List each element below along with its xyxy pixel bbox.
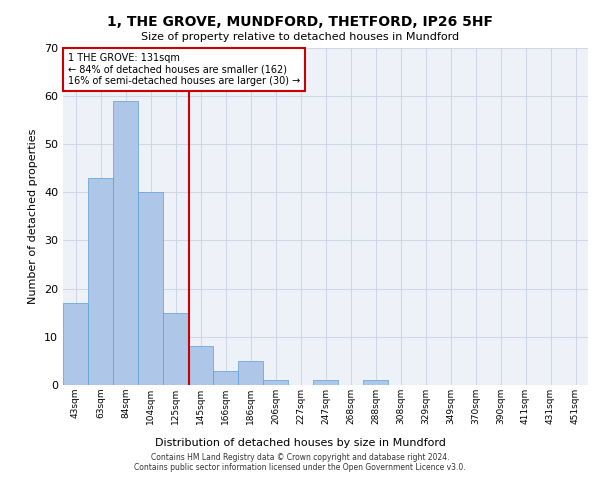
Bar <box>238 361 263 385</box>
Text: Size of property relative to detached houses in Mundford: Size of property relative to detached ho… <box>141 32 459 42</box>
Text: 1 THE GROVE: 131sqm
← 84% of detached houses are smaller (162)
16% of semi-detac: 1 THE GROVE: 131sqm ← 84% of detached ho… <box>68 52 301 86</box>
Bar <box>138 192 163 385</box>
Bar <box>188 346 213 385</box>
Bar <box>363 380 388 385</box>
Bar <box>113 100 138 385</box>
Text: Contains HM Land Registry data © Crown copyright and database right 2024.: Contains HM Land Registry data © Crown c… <box>151 454 449 462</box>
Bar <box>213 370 238 385</box>
Bar <box>63 303 88 385</box>
Text: Distribution of detached houses by size in Mundford: Distribution of detached houses by size … <box>155 438 445 448</box>
Bar <box>163 312 188 385</box>
Text: Contains public sector information licensed under the Open Government Licence v3: Contains public sector information licen… <box>134 464 466 472</box>
Y-axis label: Number of detached properties: Number of detached properties <box>28 128 38 304</box>
Bar <box>313 380 338 385</box>
Text: 1, THE GROVE, MUNDFORD, THETFORD, IP26 5HF: 1, THE GROVE, MUNDFORD, THETFORD, IP26 5… <box>107 15 493 29</box>
Bar <box>88 178 113 385</box>
Bar <box>263 380 288 385</box>
